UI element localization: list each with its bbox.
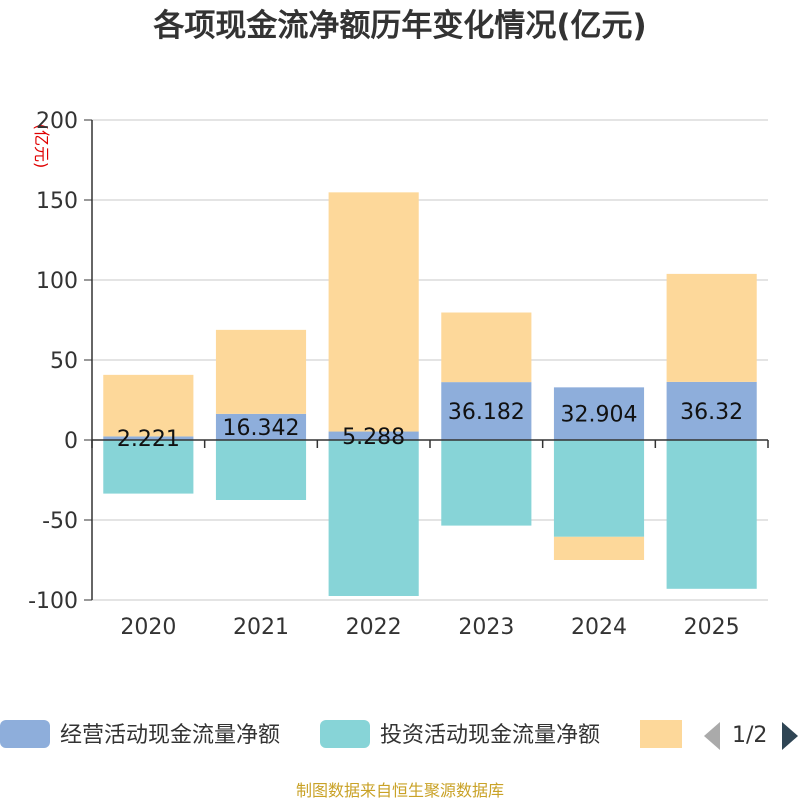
bar-2023-series-0 <box>441 382 532 440</box>
bar-2025-series-0 <box>666 381 757 440</box>
bar-2022-series-2 <box>328 192 419 432</box>
bar-2022-series-0 <box>328 431 419 440</box>
bar-2025-series-1 <box>666 440 757 589</box>
bar-2022-series-1 <box>328 440 419 596</box>
legend-label-operating: 经营活动现金流量净额 <box>60 723 280 748</box>
bar-2025-series-2 <box>666 273 757 382</box>
x-tick-label: 2020 <box>120 615 176 640</box>
data-label-2024: 32.904 <box>561 403 638 428</box>
x-tick-label: 2021 <box>233 615 289 640</box>
y-tick-label: 200 <box>36 109 78 134</box>
legend-swatch-third <box>640 720 682 748</box>
legend-item-investing[interactable]: 投资活动现金流量净额 <box>320 720 600 748</box>
data-label-2020: 2.221 <box>117 427 180 452</box>
y-axis-unit-label: (亿元) <box>32 124 51 169</box>
bar-2020-series-2 <box>103 374 194 437</box>
y-tick-label: 150 <box>36 189 78 214</box>
data-label-2021: 16.342 <box>223 416 300 441</box>
bar-2023-series-1 <box>441 440 532 526</box>
bar-2020-series-1 <box>103 440 194 494</box>
data-label-2022: 5.288 <box>342 425 405 450</box>
bar-2020-series-0 <box>103 436 194 440</box>
x-tick-label: 2024 <box>571 615 627 640</box>
y-tick-label: 100 <box>36 269 78 294</box>
legend-item-third[interactable] <box>640 720 682 748</box>
data-source-note: 制图数据来自恒生聚源数据库 <box>296 781 504 800</box>
x-tick-label: 2022 <box>346 615 402 640</box>
gridlines <box>92 119 768 601</box>
bar-2023-series-2 <box>441 312 532 383</box>
legend-item-operating[interactable]: 经营活动现金流量净额 <box>0 720 280 748</box>
bar-2021-series-1 <box>215 440 307 500</box>
bar-2021-series-0 <box>215 413 307 440</box>
bar-2024-series-2 <box>553 536 645 560</box>
legend-page-indicator: 1/2 <box>732 723 767 748</box>
y-tick-label: 0 <box>64 429 78 454</box>
chart-title: 各项现金流净额历年变化情况(亿元) <box>152 8 646 44</box>
bar-2021-series-2 <box>215 329 307 414</box>
y-axis-ticks: -100 -50 0 50 100 150 200 <box>28 109 78 614</box>
x-tick-label: 2025 <box>684 615 740 640</box>
y-tick-label: -100 <box>28 589 78 614</box>
legend-label-investing: 投资活动现金流量净额 <box>380 723 600 748</box>
x-tick-label: 2023 <box>458 615 514 640</box>
bar-marks <box>103 192 757 596</box>
bar-2024-series-0 <box>553 387 645 440</box>
y-tick-label: 50 <box>50 349 78 374</box>
legend-next-page-icon[interactable] <box>782 722 798 750</box>
data-labels: 2.221 16.342 5.288 36.182 32.904 36.32 <box>117 400 743 452</box>
data-label-2023: 36.182 <box>448 400 525 425</box>
legend-swatch-operating <box>0 720 50 748</box>
axes <box>84 119 769 601</box>
x-axis-ticks: 2020 2021 2022 2023 2024 2025 <box>120 615 739 640</box>
y-tick-label: -50 <box>42 509 78 534</box>
bar-2024-series-1 <box>553 440 645 537</box>
legend-prev-page-icon[interactable] <box>704 722 720 750</box>
data-label-2025: 36.32 <box>680 400 743 425</box>
legend-swatch-investing <box>320 720 370 748</box>
legend: 经营活动现金流量净额 投资活动现金流量净额 1/2 <box>0 720 798 750</box>
